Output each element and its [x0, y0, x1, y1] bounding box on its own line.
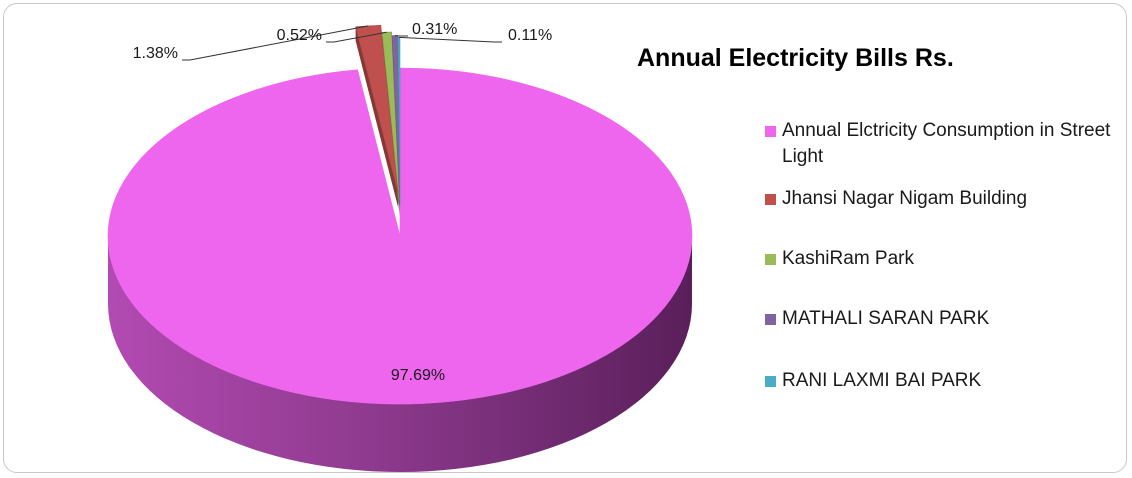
legend-item-1: Jhansi Nagar Nigam Building — [765, 186, 1112, 212]
legend-label-0: Annual Elctricity Consumption in Street … — [782, 120, 1111, 167]
legend-swatch-1 — [765, 194, 776, 205]
chart-title: Annual Electricity Bills Rs. — [637, 44, 954, 72]
legend-item-3: MATHALI SARAN PARK — [765, 306, 1112, 332]
pie-slice-2 — [381, 31, 400, 201]
pie-slice-side-1 — [355, 26, 399, 208]
leader-line-2 — [326, 31, 387, 43]
leader-line-1 — [182, 25, 369, 61]
legend-label-2: KashiRam Park — [782, 248, 914, 269]
legend-swatch-0 — [765, 126, 776, 137]
leader-line-4 — [398, 36, 502, 43]
legend-item-0: Annual Elctricity Consumption in Street … — [765, 118, 1112, 170]
data-label-2: 0.52% — [277, 27, 322, 44]
legend-label-3: MATHALI SARAN PARK — [782, 308, 990, 329]
legend-item-2: KashiRam Park — [765, 246, 1112, 272]
legend-label-1: Jhansi Nagar Nigam Building — [782, 188, 1028, 209]
pie-slice-0 — [107, 67, 693, 405]
data-label-4: 0.11% — [508, 27, 552, 44]
legend-swatch-3 — [765, 314, 776, 325]
legend-swatch-2 — [765, 254, 776, 265]
data-label-3: 0.31% — [412, 21, 457, 38]
legend-label-4: RANI LAXMI BAI PARK — [782, 370, 982, 391]
legend-swatch-4 — [765, 376, 776, 387]
legend-item-4: RANI LAXMI BAI PARK — [765, 368, 1112, 394]
data-label-0: 97.69% — [391, 367, 445, 384]
data-label-1: 1.38% — [133, 45, 178, 62]
pie-slice-side-street-light — [108, 236, 692, 472]
